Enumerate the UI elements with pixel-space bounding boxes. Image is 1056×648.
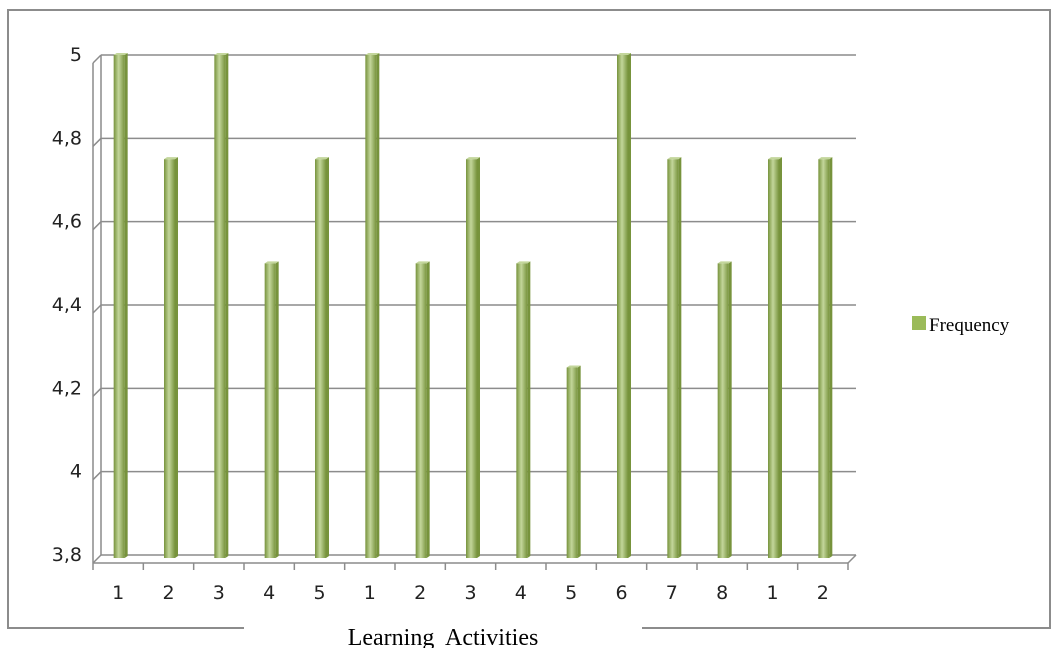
- x-tick-label: 4: [263, 582, 275, 604]
- bar-top: [365, 53, 380, 55]
- bar: [516, 263, 528, 558]
- gridline-slant: [92, 387, 102, 397]
- bar: [466, 159, 477, 558]
- bar-top: [717, 261, 732, 264]
- bar-top: [818, 157, 833, 160]
- bar-top: [566, 365, 581, 368]
- bar-side: [829, 157, 833, 558]
- y-tick-label: 4: [70, 461, 82, 483]
- floor-edge: [847, 554, 857, 564]
- bars: [113, 53, 833, 558]
- x-tick-label: 5: [565, 582, 577, 604]
- gridline-slant: [92, 554, 102, 564]
- bar: [113, 55, 125, 558]
- y-tick-label: 4,2: [52, 377, 82, 399]
- bar: [768, 159, 779, 558]
- bar: [264, 263, 276, 558]
- bar-top: [214, 53, 229, 55]
- legend: Frequency: [912, 315, 1010, 336]
- bar: [315, 159, 326, 558]
- bar: [365, 55, 377, 558]
- bar-top: [466, 157, 480, 160]
- x-tick-label: 5: [313, 582, 325, 604]
- x-tick-label: 4: [515, 582, 527, 604]
- bar-side: [779, 157, 782, 558]
- bar-top: [315, 157, 329, 160]
- x-axis-ticks: 1 2 3 4 5 1 2 3 4 5 6 7 8 1 2: [92, 563, 849, 604]
- x-tick-label: 6: [615, 582, 627, 604]
- bar-side: [728, 261, 732, 558]
- y-tick-label: 4,4: [52, 294, 82, 316]
- bar-top: [164, 157, 178, 160]
- y-tick-label: 4,6: [52, 211, 82, 233]
- bar: [214, 55, 226, 558]
- y-tick-label: 3,8: [52, 544, 82, 566]
- bar-side: [426, 261, 430, 558]
- gridline-slant: [92, 221, 102, 231]
- bar-top: [264, 261, 279, 264]
- bar-top: [768, 157, 782, 160]
- bar-side: [628, 53, 631, 558]
- x-tick-label: 7: [666, 582, 678, 604]
- bar-side: [477, 157, 480, 558]
- bar: [415, 263, 427, 558]
- x-tick-label: 1: [364, 582, 376, 604]
- bar: [667, 159, 679, 558]
- bar-side: [527, 261, 531, 558]
- x-tick-label: 8: [716, 582, 728, 604]
- gridline-slant: [92, 304, 102, 314]
- chart-frame: [7, 9, 1051, 629]
- legend-swatch: [912, 316, 926, 330]
- y-tick-label: 4,8: [52, 127, 82, 149]
- x-tick-label: 1: [766, 582, 778, 604]
- bar: [818, 159, 830, 558]
- bar-top: [667, 157, 682, 160]
- bar-side: [326, 157, 329, 558]
- bar-top: [113, 53, 128, 55]
- gridline-slant: [92, 471, 102, 481]
- bar-side: [225, 53, 229, 558]
- bar: [164, 159, 175, 558]
- y-axis-ticks: 3,8 4 4,2 4,4 4,6 4,8 5: [52, 44, 82, 566]
- bar-side: [275, 261, 279, 558]
- bar-side: [124, 53, 128, 558]
- bar: [566, 367, 578, 558]
- bar-top: [516, 261, 531, 264]
- bar-side: [678, 157, 682, 558]
- x-tick-label: 2: [817, 582, 829, 604]
- x-tick-label: 2: [162, 582, 174, 604]
- bar-side: [577, 365, 581, 558]
- bar: [617, 55, 628, 558]
- x-tick-label: 1: [112, 582, 124, 604]
- x-tick-label: 3: [464, 582, 476, 604]
- bar-top: [415, 261, 430, 264]
- bar-side: [376, 53, 380, 558]
- bar: [717, 263, 729, 558]
- legend-label: Frequency: [929, 315, 1010, 336]
- bar-top: [617, 53, 631, 55]
- gridline-slant: [92, 137, 102, 147]
- gridline-slant: [92, 54, 102, 64]
- x-axis-title: Learning Activities: [348, 625, 539, 648]
- x-tick-label: 2: [414, 582, 426, 604]
- x-tick-label: 3: [213, 582, 225, 604]
- y-tick-label: 5: [70, 44, 82, 66]
- bar-side: [175, 157, 178, 558]
